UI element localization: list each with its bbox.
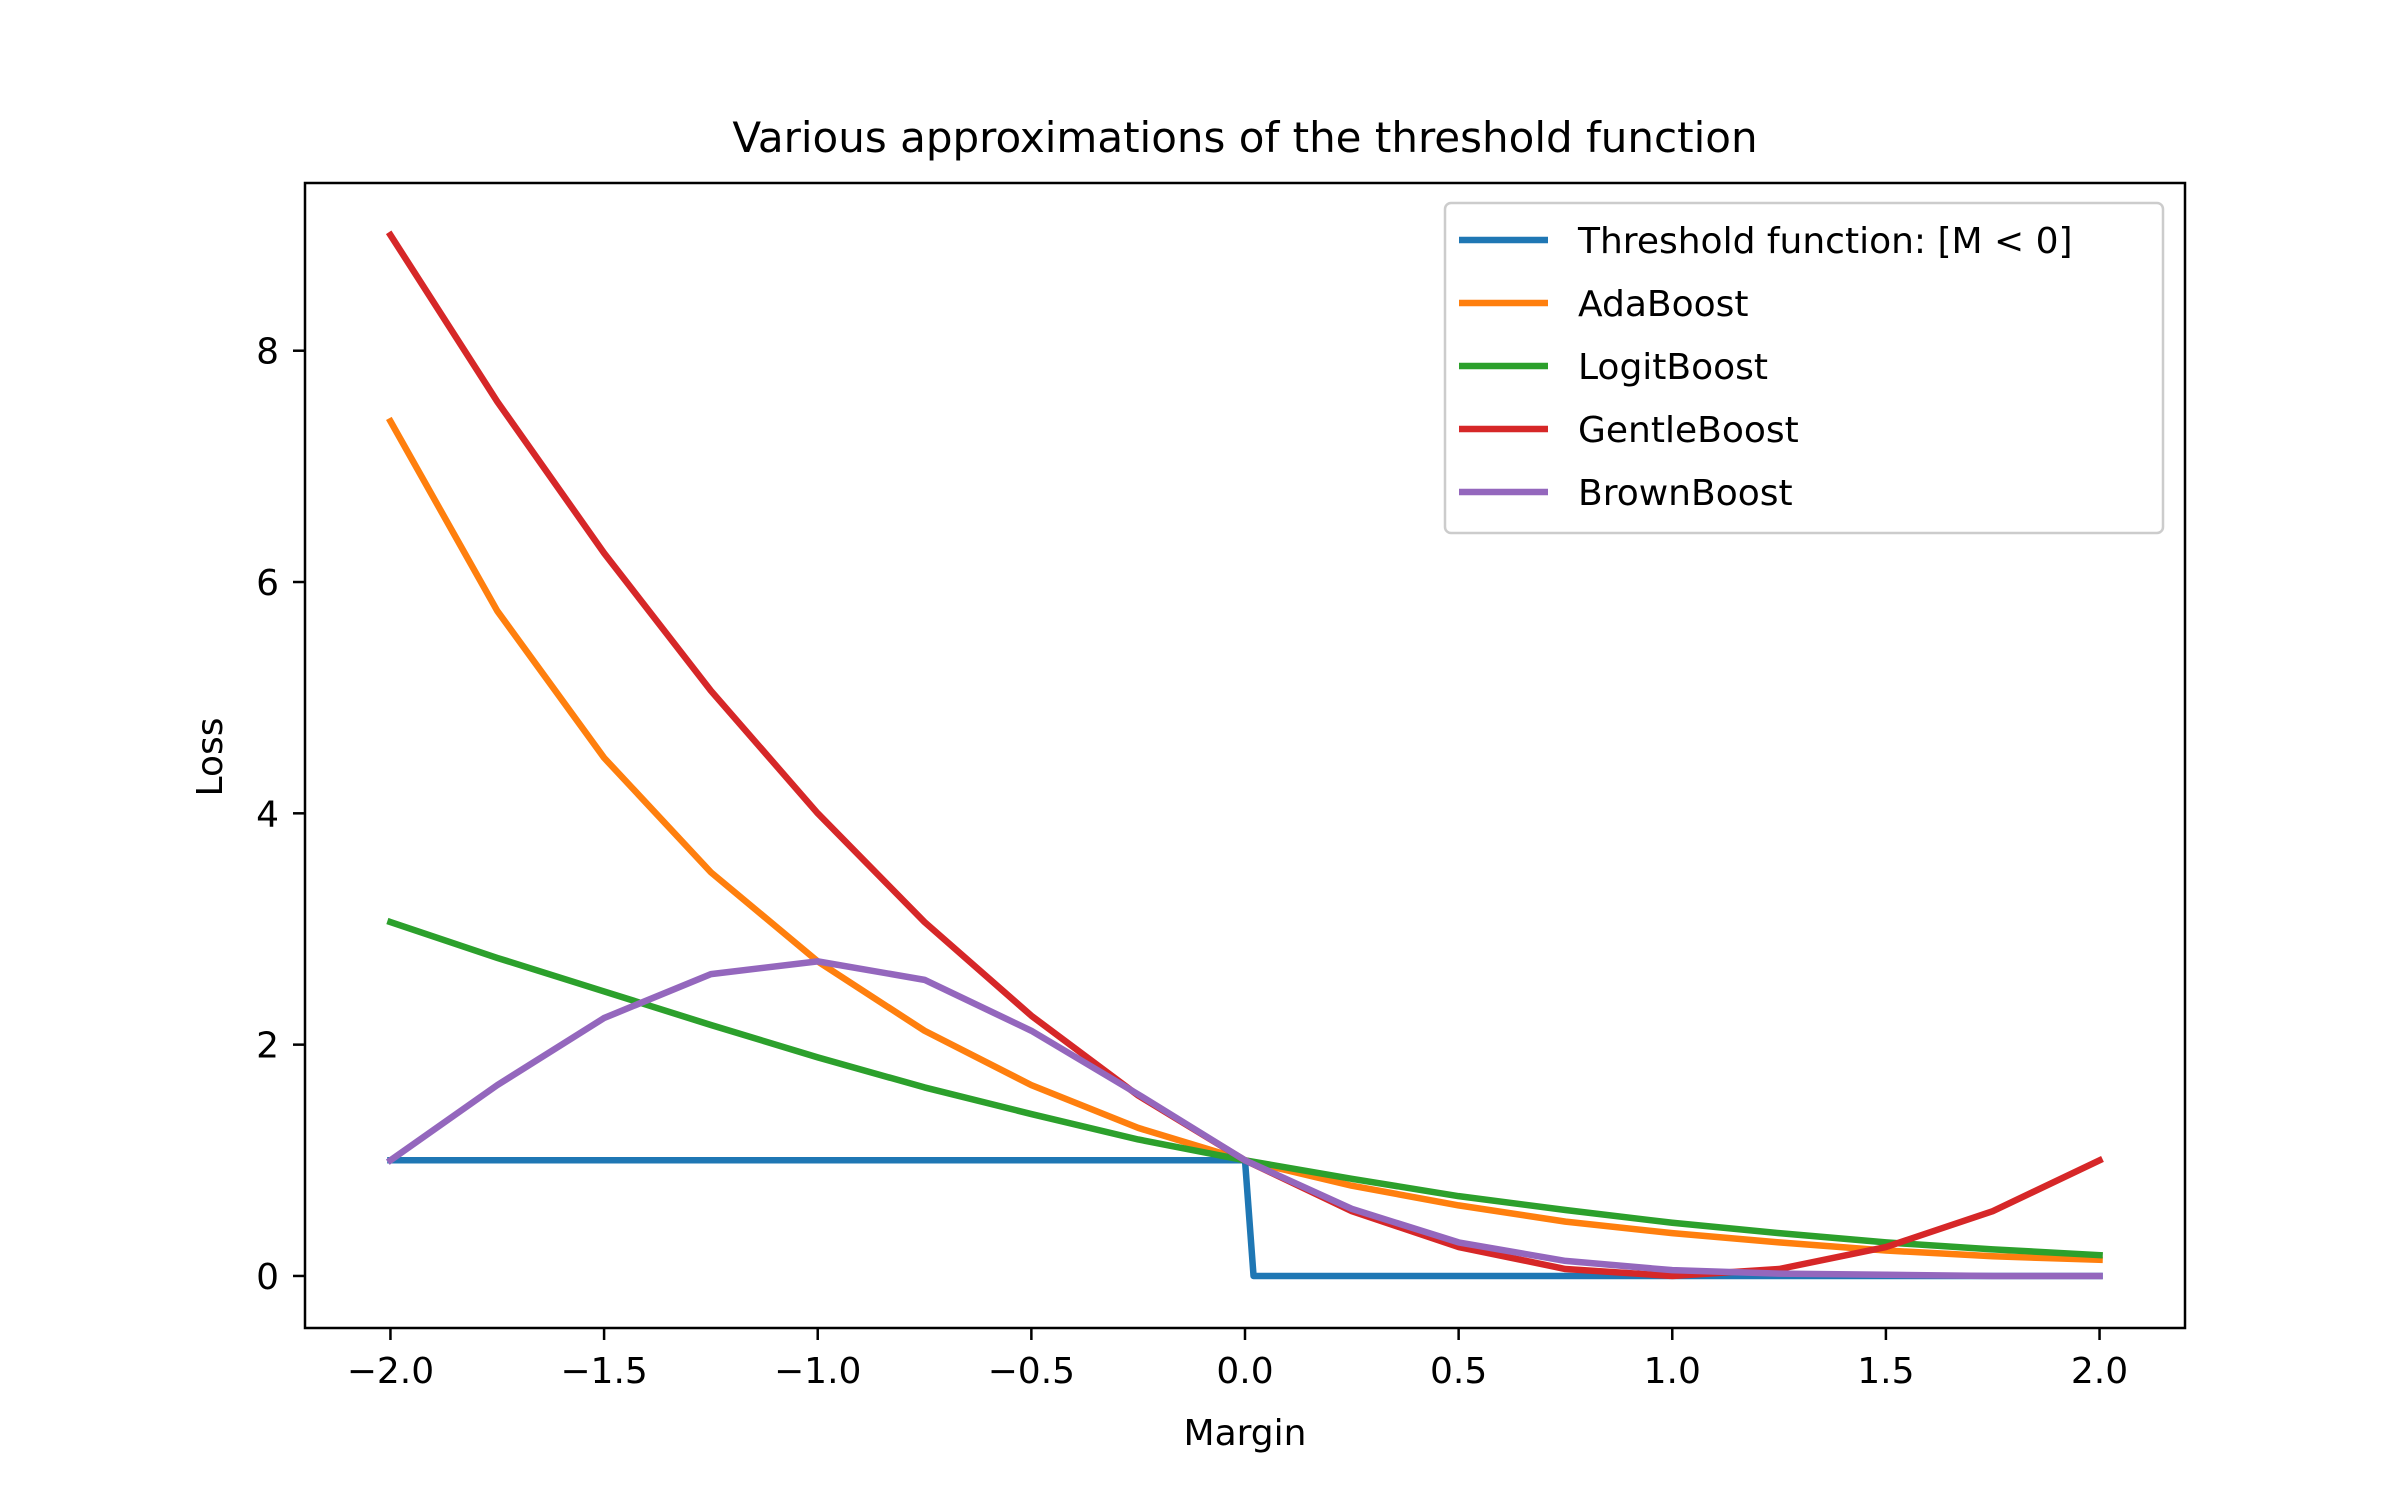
x-axis-ticks: −2.0 −1.5 −1.0 −0.5 0.0 0.5 1.0 1.5 2.0	[347, 1328, 2128, 1392]
x-tick-label: −0.5	[988, 1351, 1075, 1392]
legend-label-1: AdaBoost	[1578, 284, 1749, 325]
y-tick-label: 0	[256, 1257, 279, 1298]
y-axis-ticks: 0 2 4 6 8	[256, 332, 305, 1298]
legend-label-3: GentleBoost	[1578, 410, 1799, 451]
x-tick-label: −1.0	[774, 1351, 861, 1392]
y-tick-label: 4	[256, 794, 279, 835]
chart-title: Various approximations of the threshold …	[732, 113, 1757, 162]
x-tick-label: 0.5	[1430, 1351, 1487, 1392]
x-axis-label: Margin	[1184, 1413, 1307, 1454]
y-tick-label: 2	[256, 1026, 279, 1067]
x-tick-label: −2.0	[347, 1351, 434, 1392]
y-tick-label: 6	[256, 563, 279, 604]
x-tick-label: 2.0	[2071, 1351, 2128, 1392]
series-layer	[385, 230, 2104, 1280]
legend-box	[1443, 201, 2165, 535]
x-tick-label: 0.0	[1216, 1351, 1273, 1392]
legend-label-4: BrownBoost	[1578, 473, 1793, 514]
series-line-4	[385, 958, 2103, 1280]
x-tick-label: 1.0	[1644, 1351, 1701, 1392]
x-tick-label: 1.5	[1857, 1351, 1914, 1392]
legend: Threshold function: [M < 0] AdaBoost Logit…	[1443, 201, 2165, 535]
x-tick-label: −1.5	[560, 1351, 647, 1392]
legend-label-0: Threshold function: [M < 0]	[1577, 221, 2073, 262]
y-tick-label: 8	[256, 332, 279, 373]
legend-label-2: LogitBoost	[1578, 347, 1768, 388]
y-axis-label: Loss	[190, 718, 231, 797]
